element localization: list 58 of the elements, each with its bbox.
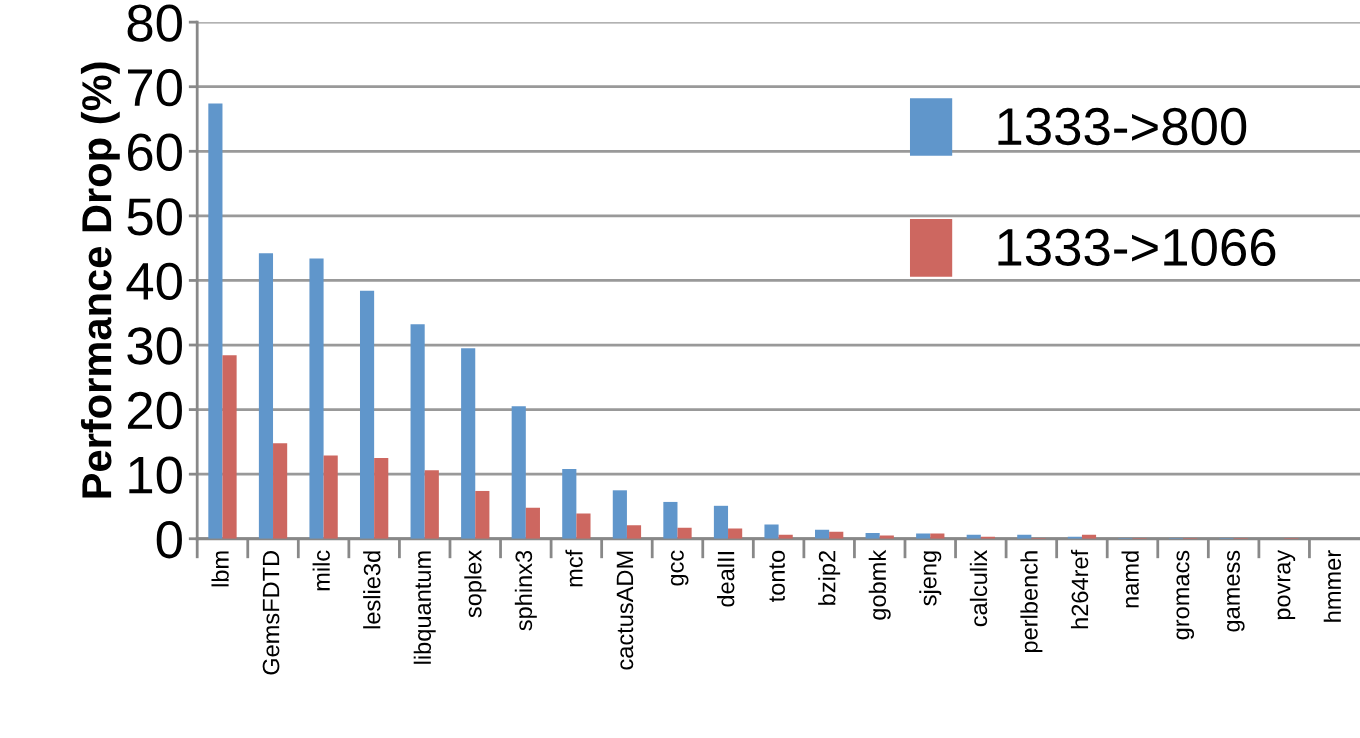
x-tick-label: cactusADM (616, 551, 634, 670)
bar (663, 501, 678, 539)
x-tick-label: soplex (464, 550, 487, 618)
x-tick-label: sjeng (919, 551, 942, 606)
bar (273, 443, 288, 539)
y-tick-label: 20 (127, 391, 182, 430)
x-tick-label: gromacs (1176, 550, 1195, 640)
bar (410, 324, 425, 539)
y-tick-label: 40 (126, 262, 182, 301)
x-tick-label: tonto (769, 550, 785, 602)
y-tick-label: 60 (127, 133, 182, 171)
x-tick-label: povray (1277, 549, 1296, 620)
y-tick-label: 0 (156, 521, 182, 559)
x-tick-label: hmmer (1323, 550, 1342, 622)
bar (713, 505, 729, 539)
bar (475, 490, 490, 539)
legend-label: 1333->800 (998, 107, 1247, 146)
x-tick-label: gobmk (868, 549, 891, 620)
x-tick-label: h264ref (1070, 549, 1089, 629)
bar (525, 507, 540, 539)
y-tick-label: 70 (128, 68, 182, 107)
bar (626, 525, 642, 539)
y-tick-label: 80 (127, 4, 182, 42)
x-tick-label: lbm (211, 551, 229, 587)
x-tick-label: gamess (1227, 550, 1245, 632)
x-tick-label: dealII (717, 552, 735, 607)
x-tick-label: gcc (670, 550, 689, 586)
bar (258, 253, 274, 539)
y-tick-label: 50 (127, 198, 182, 236)
bar (222, 355, 237, 539)
bar (677, 527, 692, 539)
bar (576, 513, 591, 539)
bar (764, 524, 779, 539)
x-tick-label: libquantum (413, 551, 436, 664)
bar (461, 348, 476, 539)
bar (208, 103, 223, 539)
bar (612, 490, 627, 539)
bar (728, 528, 743, 539)
x-tick-label: GemsFDTD (262, 550, 280, 675)
x-tick-label: bzip2 (818, 551, 841, 605)
x-tick-label: namd (1121, 551, 1139, 608)
x-tick-label: milc (312, 550, 330, 591)
bar (309, 258, 324, 539)
bar (562, 469, 577, 539)
y-tick-label: 30 (127, 327, 182, 365)
legend-label: 1333->1066 (998, 228, 1276, 267)
x-tick-label: leslie3d (363, 551, 381, 629)
y-tick-label: 10 (129, 456, 182, 494)
y-axis-title: Performance Drop (%) (80, 62, 120, 498)
x-tick-label: sphinx3 (514, 550, 537, 631)
x-tick-label: calculix (969, 550, 988, 627)
bar (323, 455, 338, 539)
bar (374, 458, 389, 539)
bar (511, 406, 526, 539)
bar (359, 290, 375, 539)
x-tick-label: mcf (565, 549, 583, 587)
bar (424, 470, 439, 539)
x-tick-label: perlbench (1020, 551, 1043, 653)
